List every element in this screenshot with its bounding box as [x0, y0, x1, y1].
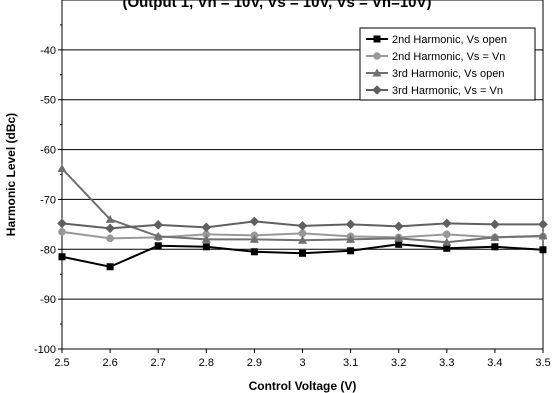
legend-item: 3rd Harmonic, Vs open [366, 68, 505, 80]
data-point [394, 233, 404, 242]
data-point [395, 240, 403, 248]
legend-item: 2nd Harmonic, Vs open [366, 34, 507, 46]
series-1 [58, 240, 547, 271]
x-tick-label: 3.3 [439, 357, 454, 369]
x-tick-label: 3.1 [343, 357, 358, 369]
data-point [346, 234, 356, 243]
x-tick-label: 2.9 [247, 357, 262, 369]
data-point [58, 253, 66, 261]
legend-label: 3rd Harmonic, Vs = Vn [392, 85, 503, 97]
y-tick-label: -60 [40, 145, 56, 157]
data-point [490, 219, 500, 230]
data-point [250, 248, 258, 256]
x-axis: 2.5 2.6 2.7 2.8 2.9 3 3.1 3.2 3.3 3.4 3.5 [54, 349, 551, 369]
legend-item: 3rd Harmonic, Vs = Vn [366, 85, 503, 97]
data-point [490, 232, 500, 241]
y-tick-label: -80 [40, 244, 56, 256]
x-tick-label: 3.2 [391, 357, 406, 369]
data-point [539, 246, 547, 254]
legend-marker [373, 52, 381, 60]
data-point [443, 244, 451, 252]
legend-marker [372, 85, 382, 95]
legend-label: 3rd Harmonic, Vs open [392, 68, 505, 80]
y-axis: -40 -50 -60 -70 -80 -90 -100 [34, 24, 62, 356]
data-point [105, 223, 115, 234]
data-point [491, 243, 499, 251]
data-point [154, 242, 162, 250]
data-point [442, 237, 452, 246]
y-axis-label: Harmonic Level (dBc) [4, 113, 18, 236]
data-point [57, 164, 67, 173]
data-point [442, 218, 452, 229]
x-tick-label: 3.4 [487, 357, 502, 369]
x-axis-label: Control Voltage (V) [249, 379, 357, 393]
x-tick-label: 2.7 [151, 357, 166, 369]
data-point [201, 222, 212, 233]
y-tick-label: -100 [34, 344, 56, 356]
data-point [345, 219, 356, 230]
y-tick-label: -50 [40, 95, 56, 107]
legend-label: 2nd Harmonic, Vs = Vn [392, 51, 505, 63]
data-point [57, 218, 67, 229]
y-tick-label: -70 [40, 194, 56, 206]
x-tick-label: 3.5 [535, 357, 550, 369]
data-point [538, 219, 548, 230]
data-point [106, 263, 114, 271]
legend-marker [373, 35, 381, 43]
data-point [347, 247, 355, 255]
x-tick-label: 2.8 [199, 357, 214, 369]
data-point [298, 229, 307, 238]
data-point [202, 230, 211, 239]
series-3 [57, 164, 548, 246]
data-point [443, 230, 451, 239]
data-point [299, 249, 306, 257]
x-tick-label: 2.5 [54, 357, 69, 369]
data-point [153, 231, 163, 240]
data-point [393, 221, 404, 232]
legend-label: 2nd Harmonic, Vs open [392, 34, 507, 46]
legend: 2nd Harmonic, Vs open 2nd Harmonic, Vs = … [359, 27, 536, 101]
data-point [298, 235, 307, 244]
legend-marker [372, 68, 382, 77]
y-tick-label: -40 [40, 45, 56, 57]
chart-title: (Output 1, Vn = 10V, Vs = 10V, Vs = Vn=1… [122, 0, 431, 11]
data-point [201, 234, 211, 243]
legend-item: 2nd Harmonic, Vs = Vn [366, 51, 505, 63]
x-tick-label: 2.6 [102, 357, 117, 369]
data-point [249, 234, 259, 243]
data-point [58, 228, 66, 236]
series-4 [57, 216, 548, 234]
data-point [538, 231, 548, 240]
data-point [249, 216, 260, 227]
data-point [153, 220, 163, 230]
y-tick-label: -90 [40, 294, 56, 306]
data-point [202, 243, 210, 251]
series-layer [57, 164, 548, 271]
data-point [106, 234, 114, 243]
x-tick-label: 3 [299, 357, 305, 369]
legend-box [359, 27, 536, 101]
data-point [105, 214, 115, 223]
data-point [297, 221, 308, 231]
